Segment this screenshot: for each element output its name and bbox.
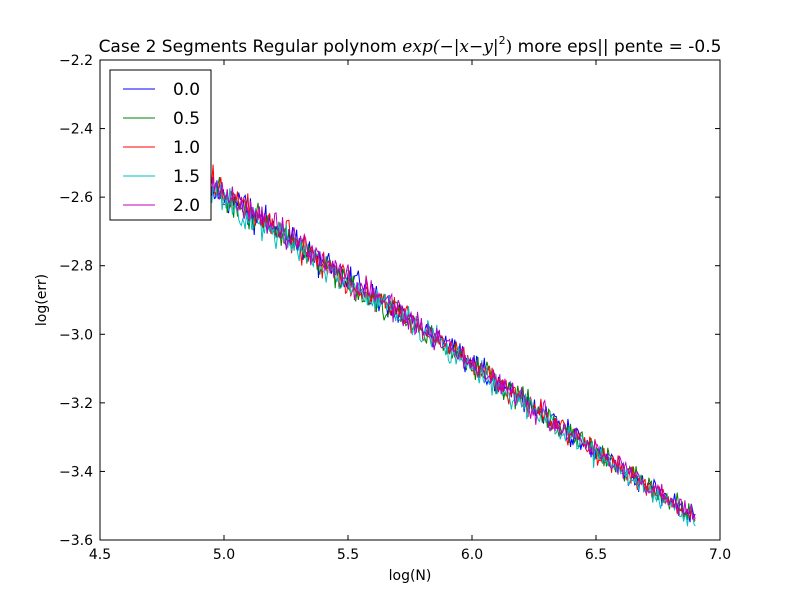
title-math-exp: 2 [499,34,506,47]
legend-label: 0.0 [173,80,200,100]
legend-label: 2.0 [173,196,200,216]
tick-layer: 4.5 5.0 5.5 6.0 6.5 7.0 −3.6 −3.4 −3.2 −3.0 −2.8 −2… [59,53,731,563]
legend: 0.0 0.5 1.0 1.5 2.0 [109,69,212,221]
series-layer [206,164,696,527]
series-line-2-0 [206,171,696,520]
plot-frame [99,59,721,541]
title-suffix: more eps|| pente = -0.5 [512,37,721,57]
legend-label: 1.5 [173,167,200,187]
y-tick-label: −2.2 [59,53,93,69]
x-tick-label: 4.5 [89,547,111,563]
title-math-func: exp(−|x−y| [402,37,498,57]
y-axis-label: log(err) [34,274,50,326]
x-tick-label: 5.0 [213,547,235,563]
y-tick-label: −2.6 [59,190,93,206]
chart-title: Case 2 Segments Regular polynom exp(−|x−… [99,34,722,57]
y-tick-label: −3.2 [59,396,93,412]
y-tick-label: −3.0 [59,327,93,343]
legend-label: 0.5 [173,109,200,129]
x-tick-label: 6.5 [585,547,607,563]
series-line-1-0 [206,164,696,521]
title-prefix: Case 2 Segments Regular polynom [99,37,403,57]
y-tick-label: −2.8 [59,259,93,275]
y-tick-label: −3.6 [59,533,93,549]
legend-label: 1.0 [173,138,200,158]
x-tick-label: 7.0 [709,547,731,563]
x-tick-label: 5.5 [337,547,359,563]
y-tick-label: −3.4 [59,464,93,480]
x-tick-label: 6.0 [461,547,483,563]
y-tick-label: −2.4 [59,122,93,138]
x-axis-label: log(N) [389,568,432,584]
legend-box [109,69,212,221]
series-line-1-5 [206,182,696,527]
title-math-close: ) [506,37,513,57]
